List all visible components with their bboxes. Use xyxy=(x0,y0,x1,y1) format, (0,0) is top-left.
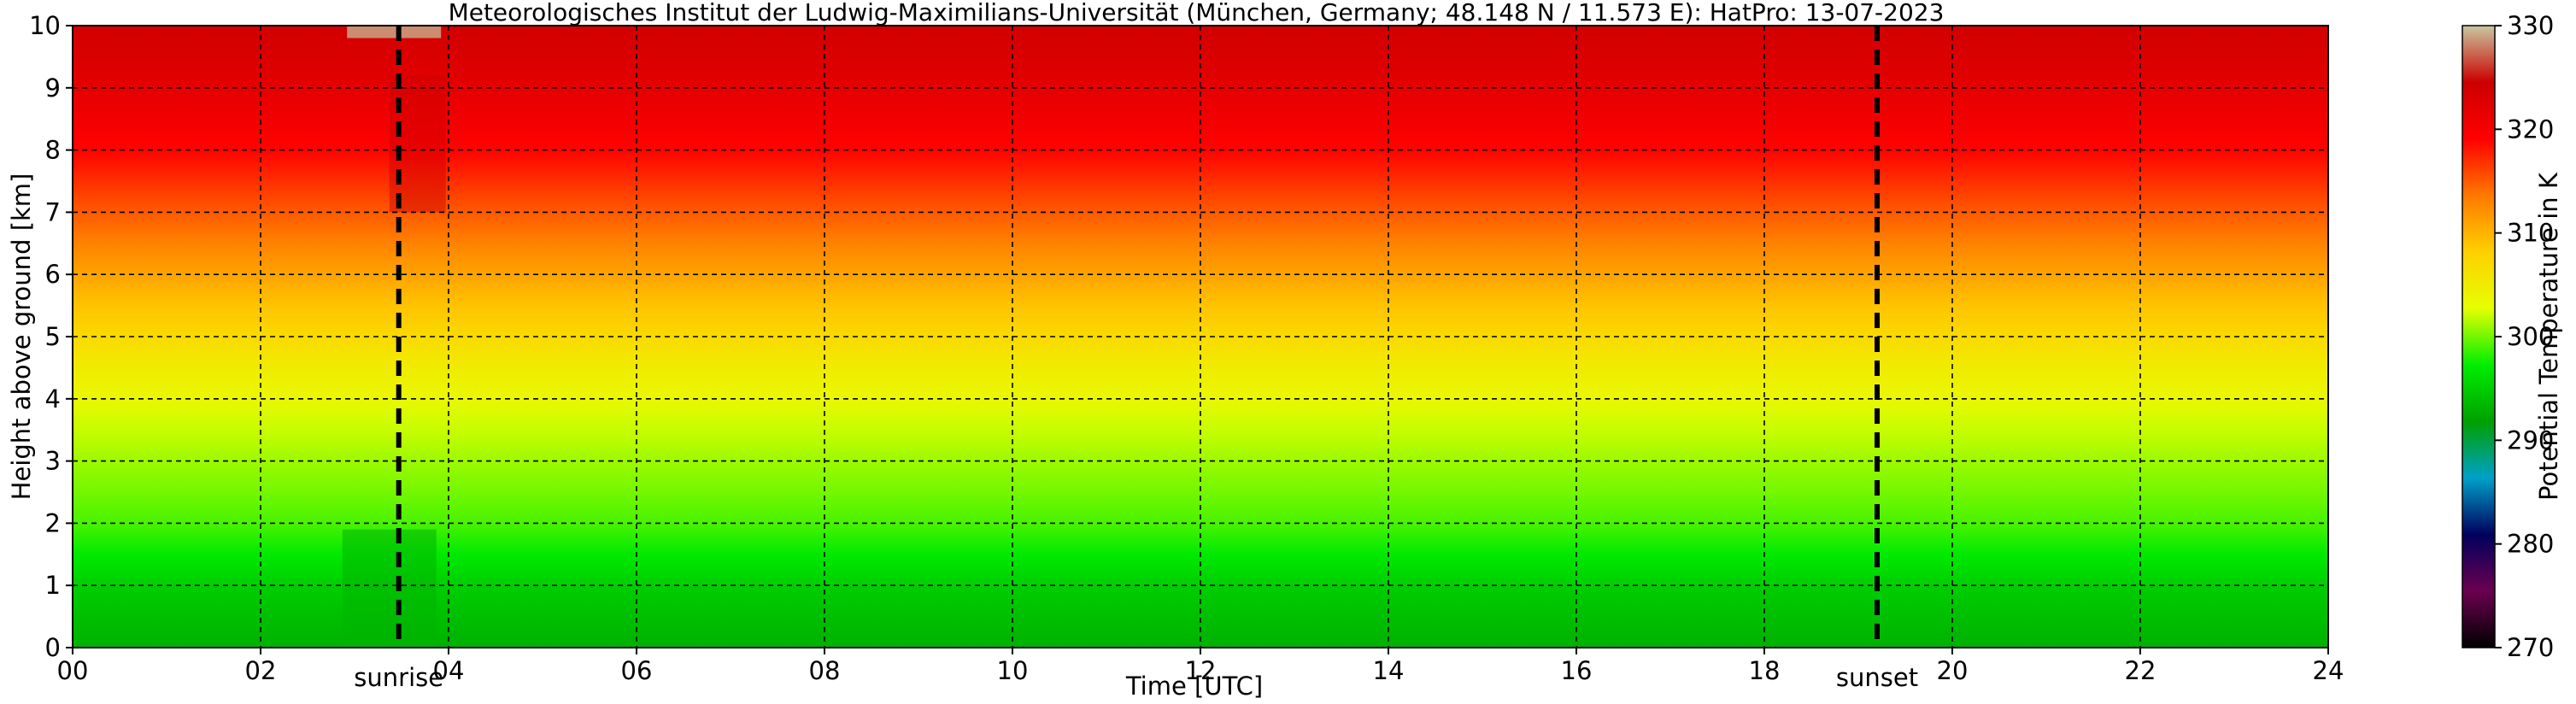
y-tick-label: 6 xyxy=(45,260,61,289)
x-tick-label: 24 xyxy=(2313,656,2344,685)
x-tick-label: 22 xyxy=(2125,656,2156,685)
y-axis-label: Height above ground [km] xyxy=(7,173,36,501)
y-tick-label: 3 xyxy=(45,447,61,476)
y-tick-label: 7 xyxy=(45,197,61,226)
x-tick-label: 10 xyxy=(997,656,1029,685)
y-tick-label: 5 xyxy=(45,322,61,351)
colorbar-tick-label: 320 xyxy=(2507,114,2554,144)
x-tick-label: 08 xyxy=(809,656,841,685)
y-tick-label: 9 xyxy=(45,73,61,103)
colorbar-tick-label: 290 xyxy=(2507,425,2554,455)
y-axis: 0 1 2 3 4 5 6 7 8 9 10 xyxy=(29,11,73,662)
sunset-label: sunset xyxy=(1836,663,1918,692)
y-tick-label: 1 xyxy=(45,571,61,600)
x-tick-label: 00 xyxy=(57,656,89,685)
colorbar-tick-label: 270 xyxy=(2507,633,2554,662)
sunrise-label: sunrise xyxy=(354,663,443,692)
y-tick-label: 8 xyxy=(45,136,61,165)
colorbar-label: Potential Temperature in K xyxy=(2534,172,2563,501)
x-tick-label: 02 xyxy=(245,656,277,685)
x-tick-label: 18 xyxy=(1749,656,1781,685)
y-tick-label: 2 xyxy=(45,508,61,537)
x-axis-label: Time [UTC] xyxy=(1125,672,1263,701)
grid-lines xyxy=(73,26,2328,648)
event-lines: sunrise sunset xyxy=(354,26,1918,692)
colorbar-tick-label: 330 xyxy=(2507,11,2554,40)
x-tick-label: 20 xyxy=(1937,656,1969,685)
x-tick-label: 14 xyxy=(1373,656,1405,685)
x-tick-label: 04 xyxy=(433,656,465,685)
colorbar xyxy=(2462,25,2496,648)
chart-title: Meteorologisches Institut der Ludwig-Max… xyxy=(449,0,1945,26)
colorbar-tick-label: 300 xyxy=(2507,322,2554,351)
colorbar-tick-label: 310 xyxy=(2507,219,2554,248)
x-tick-label: 06 xyxy=(621,656,653,685)
x-tick-label: 12 xyxy=(1185,656,1217,685)
colorbar-tick-label: 280 xyxy=(2507,530,2554,559)
y-tick-label: 0 xyxy=(45,633,61,662)
x-tick-label: 16 xyxy=(1561,656,1593,685)
y-tick-label: 10 xyxy=(29,11,61,40)
y-tick-label: 4 xyxy=(45,384,61,414)
colorbar-ticks: 270 280 290 300 310 320 330 xyxy=(2495,11,2554,662)
x-axis: 00 02 04 06 08 10 12 14 16 18 20 22 24 xyxy=(57,648,2344,685)
